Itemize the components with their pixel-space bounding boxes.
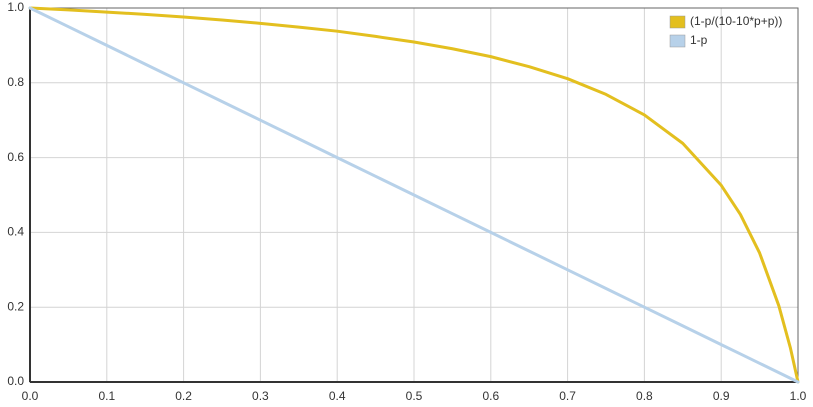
x-tick-label: 0.7 [559, 389, 576, 403]
x-tick-label: 0.8 [636, 389, 653, 403]
series-line [28, 6, 800, 384]
x-tick-label: 0.4 [329, 389, 346, 403]
x-tick-label: 0.3 [252, 389, 269, 403]
y-tick-label: 0.8 [7, 75, 24, 89]
series-line [28, 6, 800, 384]
x-tick-label: 1.0 [790, 389, 807, 403]
x-tick-label: 0.6 [482, 389, 499, 403]
x-tick-label: 0.5 [406, 389, 423, 403]
y-tick-label: 0.2 [7, 299, 24, 313]
legend: (1-p/(10-10*p+p)) 1-p [669, 14, 782, 48]
y-tick-label: 1.0 [7, 0, 24, 14]
x-tick-label: 0.0 [22, 389, 39, 403]
legend-swatch [669, 34, 686, 48]
x-tick-label: 0.2 [175, 389, 192, 403]
x-tick-label: 0.1 [98, 389, 115, 403]
legend-label: 1-p [690, 33, 708, 47]
y-tick-label: 0.0 [7, 374, 24, 388]
x-tick-label: 0.9 [713, 389, 730, 403]
legend-label: (1-p/(10-10*p+p)) [690, 14, 782, 28]
legend-swatch [669, 15, 686, 29]
y-tick-label: 0.4 [7, 225, 24, 239]
y-tick-label: 0.6 [7, 150, 24, 164]
